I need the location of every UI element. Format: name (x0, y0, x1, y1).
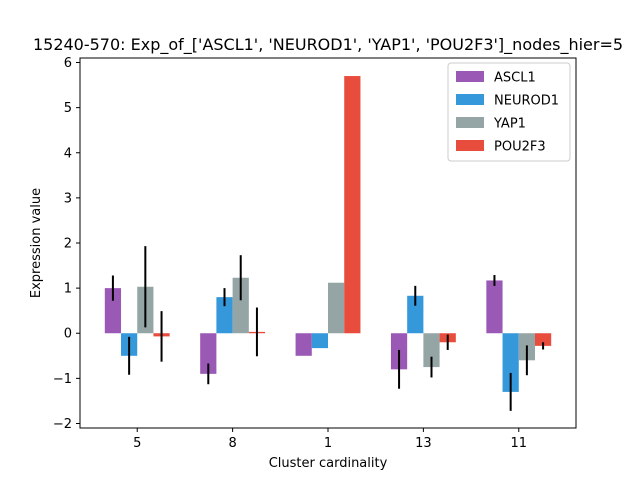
legend-label-ascl1: ASCL1 (494, 71, 536, 86)
y-tick-label-0: 0 (64, 327, 72, 342)
bar-ascl1-8 (200, 333, 217, 374)
legend-swatch-pou2f3 (456, 140, 484, 151)
bar-pou2f3-11 (534, 333, 552, 346)
x-axis: 5 8 1 13 11 (133, 428, 527, 451)
legend-swatch-ascl1 (456, 71, 484, 82)
x-tick-label-1: 1 (324, 436, 332, 451)
y-tick-label-6: 6 (64, 56, 72, 71)
y-tick-label--1: −1 (53, 372, 72, 387)
bar-ascl1-11 (486, 280, 503, 334)
y-tick-label-1: 1 (64, 282, 72, 297)
bar-ascl1-5 (104, 288, 122, 334)
legend-label-neurod1: NEUROD1 (494, 94, 559, 109)
legend-swatch-neurod1 (456, 94, 484, 105)
chart-title: 15240-570: Exp_of_['ASCL1', 'NEUROD1', '… (33, 35, 623, 55)
bar-yap1-8 (232, 277, 249, 334)
y-axis: −2 −1 0 1 2 3 4 5 6 (53, 56, 80, 432)
y-tick-label-4: 4 (64, 146, 72, 161)
y-tick-label-2: 2 (64, 237, 72, 252)
bar-neurod1-1 (311, 333, 328, 349)
bar-neurod1-8 (216, 297, 233, 334)
legend-frame (447, 62, 571, 162)
bar-neurod1-13 (407, 295, 424, 334)
bar-pou2f3-1 (344, 76, 361, 334)
legend-label-yap1: YAP1 (493, 117, 526, 132)
error-bars-layer (111, 246, 545, 411)
y-tick-label-3: 3 (64, 191, 72, 206)
x-tick-label-13: 13 (415, 436, 432, 451)
x-tick-label-11: 11 (510, 436, 527, 451)
bar-yap1-13 (423, 333, 440, 368)
legend-label-pou2f3: POU2F3 (494, 140, 546, 155)
legend-swatch-yap1 (456, 117, 484, 128)
legend: ASCL1 NEUROD1 YAP1 POU2F3 (447, 62, 571, 162)
x-axis-label: Cluster cardinality (269, 456, 388, 471)
bar-yap1-1 (328, 282, 345, 334)
y-axis-label: Expression value (29, 188, 44, 298)
bar-neurod1-11 (502, 333, 519, 392)
y-tick-label-5: 5 (64, 101, 72, 116)
bar-ascl1-1 (295, 333, 312, 356)
y-tick-label--2: −2 (53, 417, 72, 432)
x-tick-label-8: 8 (228, 436, 236, 451)
x-tick-label-5: 5 (133, 436, 141, 451)
